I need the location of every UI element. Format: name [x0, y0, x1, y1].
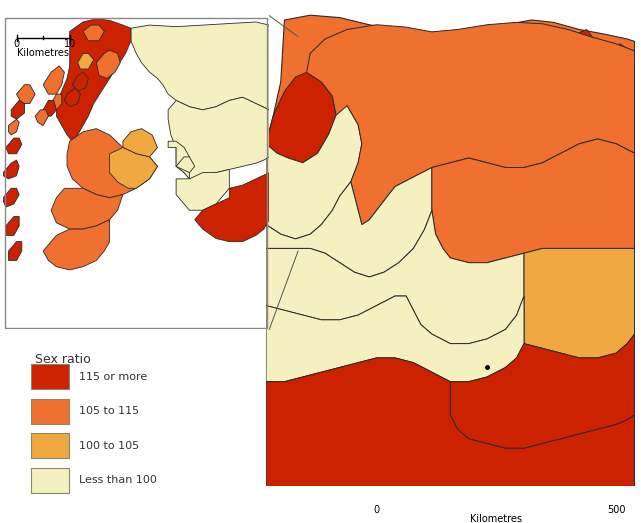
Polygon shape [6, 138, 22, 154]
Polygon shape [96, 50, 121, 78]
Polygon shape [195, 173, 269, 242]
Bar [31, 399, 69, 424]
Polygon shape [35, 110, 49, 126]
Polygon shape [568, 29, 594, 58]
Text: Kilometres: Kilometres [470, 514, 522, 523]
Polygon shape [450, 334, 635, 448]
Polygon shape [266, 167, 432, 277]
Text: Less than 100: Less than 100 [79, 475, 156, 485]
Text: 100 to 105: 100 to 105 [79, 440, 139, 451]
Polygon shape [266, 15, 635, 486]
Polygon shape [266, 358, 635, 486]
Polygon shape [613, 44, 628, 67]
Bar [31, 468, 69, 493]
Text: 0: 0 [13, 39, 20, 49]
Polygon shape [432, 139, 635, 263]
Polygon shape [131, 22, 269, 110]
Polygon shape [266, 72, 336, 163]
Polygon shape [56, 19, 131, 141]
Polygon shape [11, 100, 24, 119]
Polygon shape [3, 188, 19, 207]
Text: 0: 0 [374, 505, 379, 515]
Text: 500: 500 [607, 505, 626, 515]
Polygon shape [168, 141, 190, 179]
Bar [31, 364, 69, 389]
Polygon shape [176, 157, 195, 173]
Polygon shape [43, 66, 64, 94]
Text: 115 or more: 115 or more [79, 371, 147, 382]
Text: 105 to 115: 105 to 115 [79, 406, 139, 416]
Text: Kilometres: Kilometres [17, 49, 69, 59]
Polygon shape [72, 72, 88, 91]
Polygon shape [67, 129, 158, 198]
Polygon shape [64, 88, 80, 107]
Polygon shape [43, 220, 110, 270]
Polygon shape [51, 188, 123, 229]
Polygon shape [3, 160, 19, 179]
Polygon shape [306, 22, 635, 225]
Polygon shape [17, 85, 35, 104]
Polygon shape [524, 248, 635, 358]
Polygon shape [8, 119, 19, 135]
Polygon shape [123, 129, 158, 157]
Polygon shape [266, 296, 524, 382]
Polygon shape [110, 147, 158, 188]
Polygon shape [43, 100, 56, 116]
Polygon shape [266, 96, 362, 239]
Polygon shape [51, 94, 62, 110]
Text: Sex ratio: Sex ratio [35, 353, 90, 366]
Text: 10: 10 [63, 39, 76, 49]
Polygon shape [83, 25, 104, 41]
Polygon shape [176, 169, 229, 210]
Polygon shape [266, 210, 524, 344]
Polygon shape [78, 53, 94, 69]
Polygon shape [8, 242, 22, 260]
Polygon shape [168, 97, 269, 179]
Polygon shape [6, 217, 19, 235]
Bar [31, 433, 69, 458]
